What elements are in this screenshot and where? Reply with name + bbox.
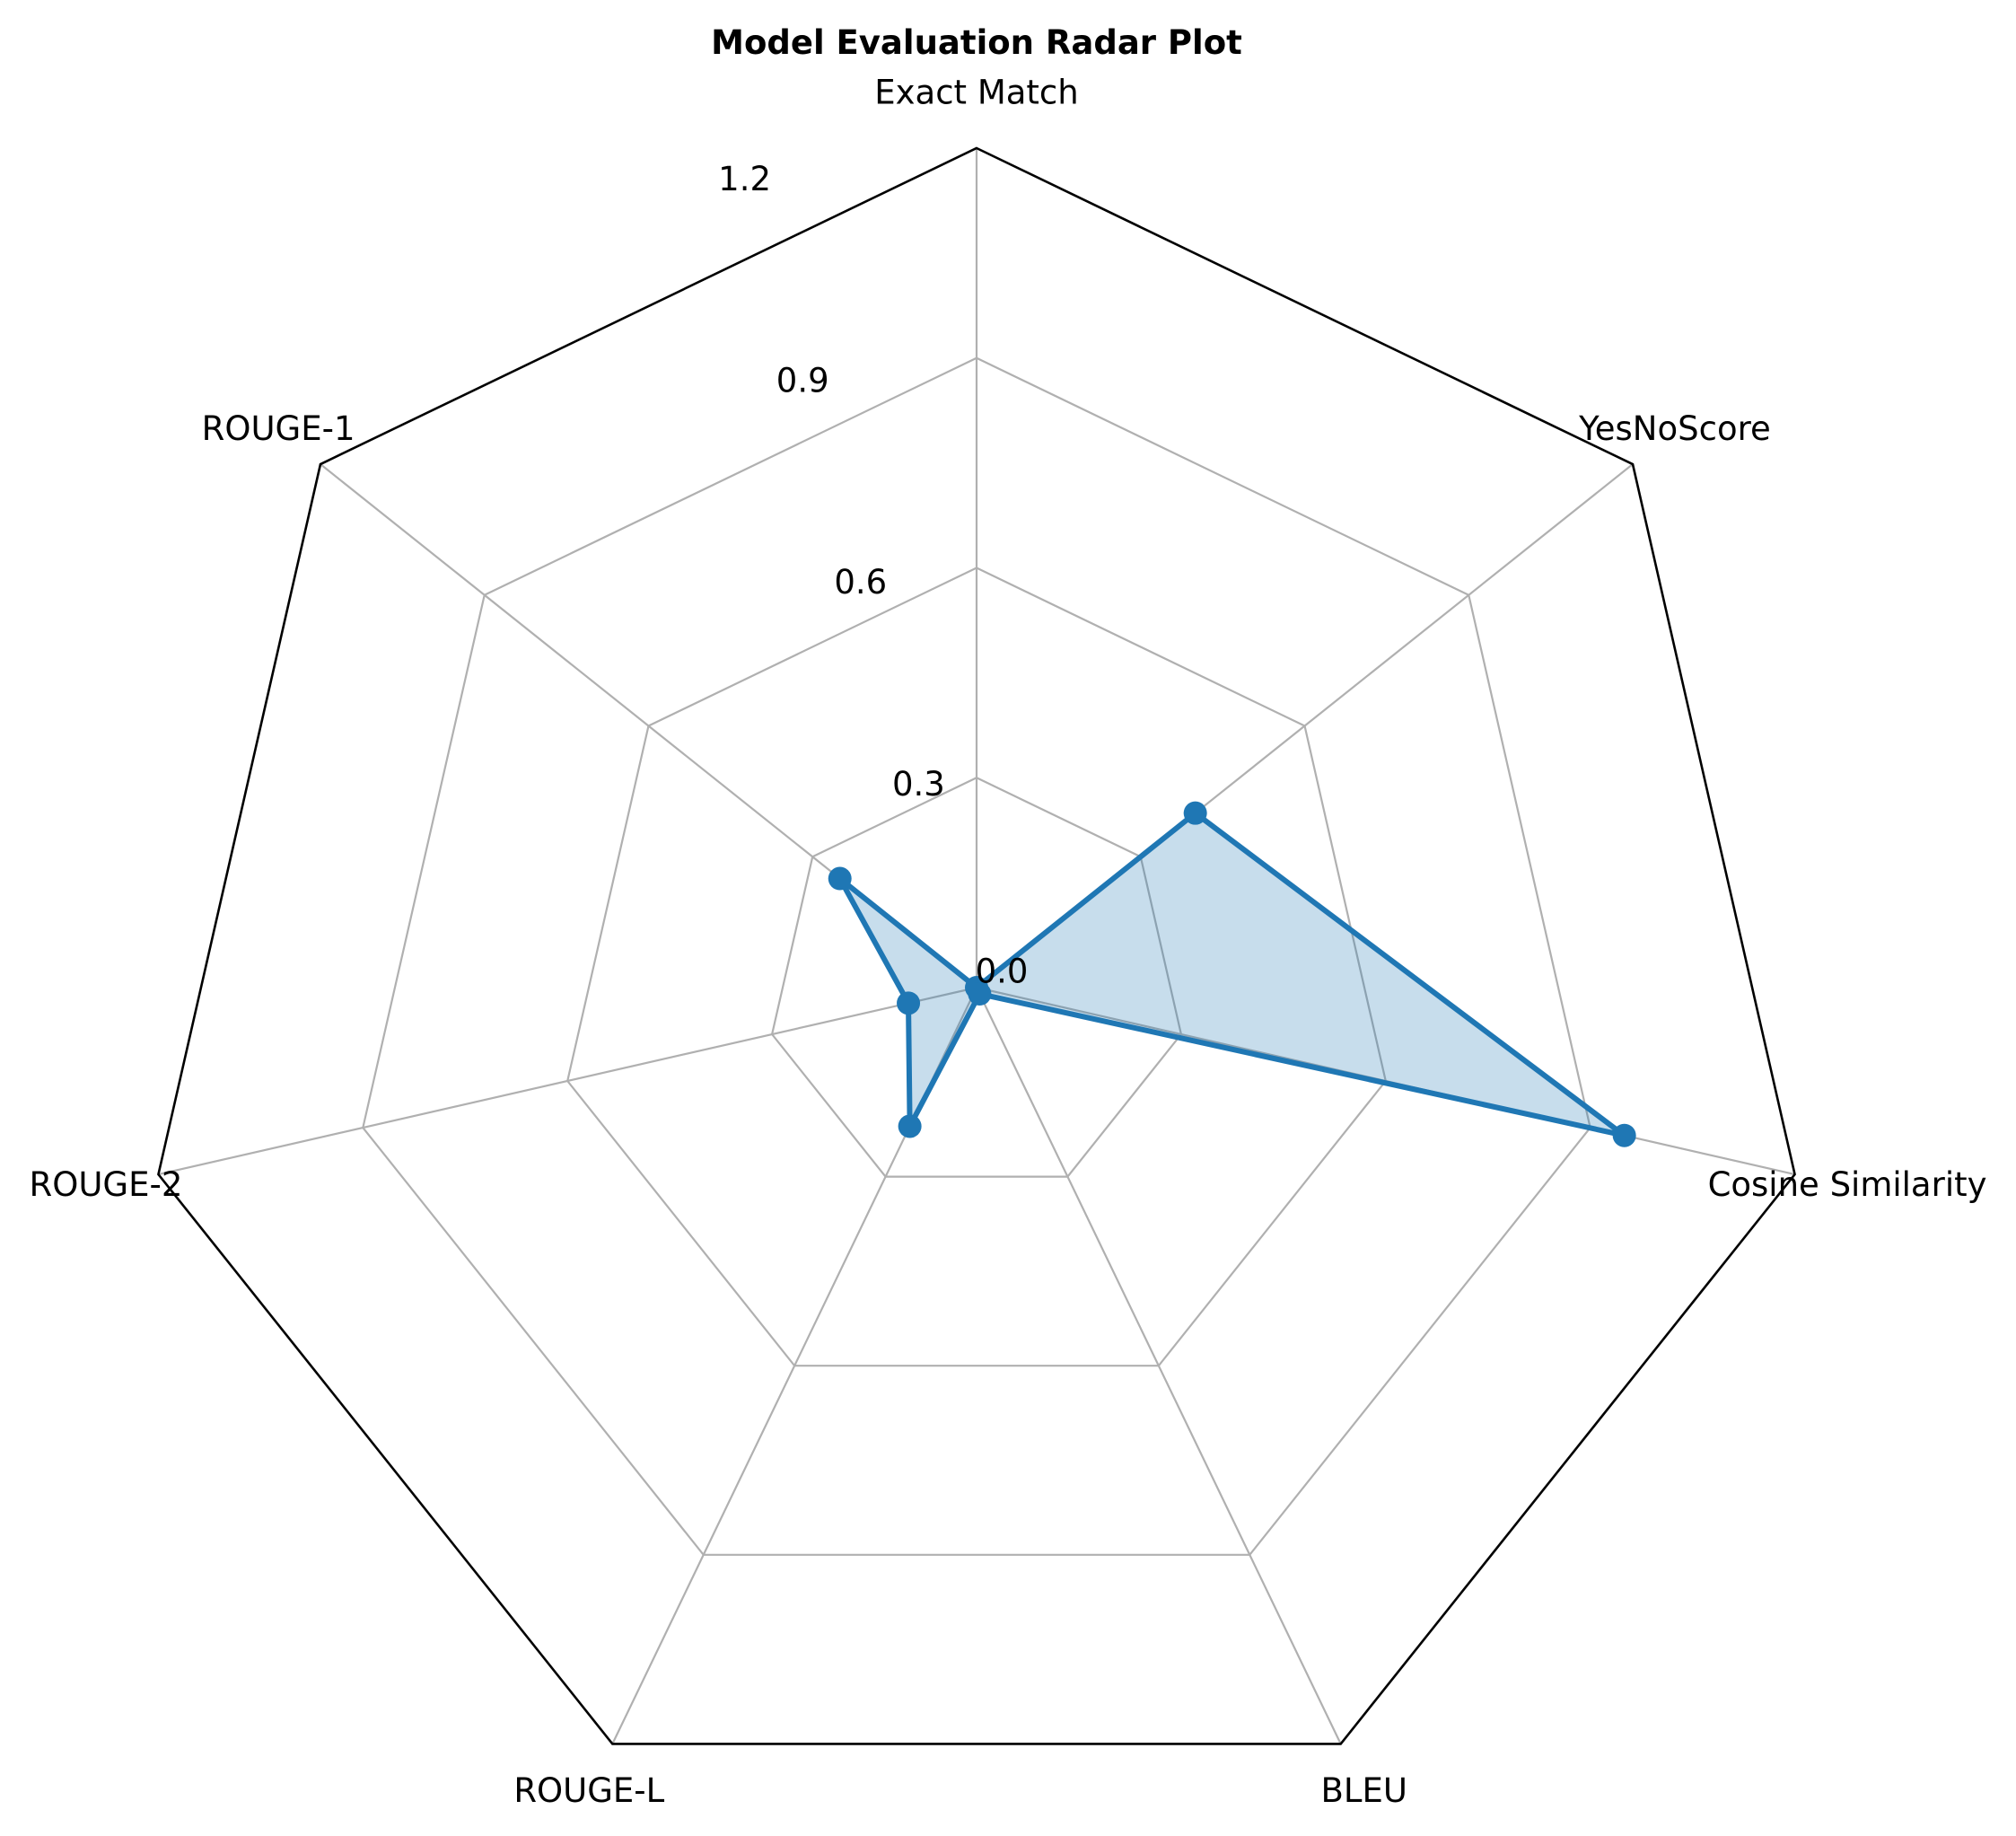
data-point-cosine-similarity	[1612, 1123, 1636, 1147]
axis-label-rouge-l: ROUGE-L	[513, 1771, 664, 1810]
radar-series	[828, 801, 1636, 1147]
grid-ring-0-9	[362, 356, 1591, 1556]
data-point-yesnoscore	[1183, 801, 1207, 825]
grid-ring-0-3	[770, 777, 1183, 1178]
axis-label-yesnoscore: YesNoScore	[1578, 409, 1771, 448]
grid-ring-0-6	[566, 567, 1387, 1367]
tick-label-0-3: 0.3	[892, 765, 945, 804]
tick-label-1-2: 1.2	[718, 160, 771, 198]
data-point-rouge-2	[897, 991, 921, 1015]
axis-labels: Exact Match YesNoScore Cosine Similarity BL…	[30, 74, 1987, 1810]
axis-label-rouge-2: ROUGE-2	[30, 1165, 183, 1204]
axis-label-bleu: BLEU	[1320, 1771, 1407, 1810]
axis-label-rouge-1: ROUGE-1	[202, 409, 355, 448]
radar-frame	[157, 146, 1796, 1745]
axis-label-cosine-similarity: Cosine Similarity	[1708, 1165, 1987, 1204]
tick-label-0-9: 0.9	[776, 362, 829, 400]
data-point-rouge-l	[898, 1114, 922, 1138]
tick-label-0-6: 0.6	[834, 563, 887, 602]
axis-label-exact-match: Exact Match	[874, 74, 1078, 112]
tick-label-0: 0.0	[976, 953, 1029, 991]
series-area-0	[839, 813, 1625, 1136]
outer-frame	[157, 146, 1796, 1745]
radial-tick-labels: 0.0 0.3 0.6 0.9 1.2	[718, 160, 1028, 991]
data-point-rouge-1	[828, 866, 852, 891]
chart-title: Model Evaluation Radar Plot	[711, 23, 1242, 62]
data-point-bleu	[968, 982, 992, 1006]
series-line-0	[837, 810, 1627, 1138]
radar-grid	[158, 148, 1795, 1744]
